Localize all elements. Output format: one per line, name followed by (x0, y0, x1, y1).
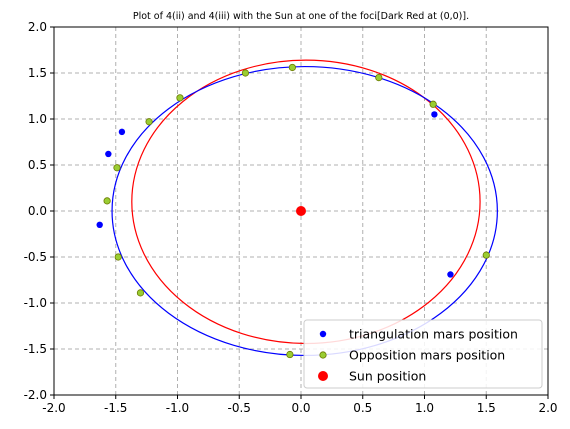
triangulation-point (447, 271, 454, 278)
triangulation-point (431, 111, 438, 118)
opposition-point (241, 69, 250, 77)
sun-point (296, 206, 306, 216)
opposition-point (103, 197, 111, 205)
opposition-point (136, 289, 145, 297)
x-tick-label: 1.5 (477, 401, 496, 415)
legend-label: Sun position (349, 369, 426, 384)
opposition-point (288, 63, 296, 72)
legend-box (303, 319, 543, 389)
opposition-point (114, 253, 122, 261)
y-tick-label: -1.0 (24, 296, 47, 310)
opposition-point (145, 118, 153, 126)
x-tick-label: -1.0 (166, 401, 189, 415)
triangulation-point (105, 150, 112, 158)
x-tick-label: -2.0 (42, 401, 65, 415)
y-tick-label: 0.5 (28, 158, 47, 172)
triangulation-point (96, 221, 103, 228)
x-tick-label: -0.5 (228, 401, 251, 415)
y-tick-label: -2.0 (24, 388, 47, 402)
legend: triangulation mars position Opposition ma… (303, 319, 543, 389)
legend-marker (319, 330, 327, 338)
x-tick-label: 2.0 (538, 401, 557, 415)
legend-label: Opposition mars position (349, 348, 505, 363)
opposition-point (286, 350, 294, 359)
y-tick-label: 1.0 (28, 112, 47, 126)
triangulation-point (118, 128, 126, 136)
y-tick-label: 0.0 (28, 204, 47, 218)
x-tick-label: 1.0 (415, 401, 434, 415)
x-axis: -2.0 -1.5 -1.0 -0.5 0.0 0.5 1.0 1.5 2.0 (42, 395, 558, 415)
x-tick-label: -1.5 (104, 401, 127, 415)
opposition-point (375, 74, 383, 82)
legend-marker (319, 351, 327, 359)
opposition-point (482, 251, 490, 259)
opposition-point (113, 164, 121, 172)
x-tick-label: 0.5 (353, 401, 372, 415)
legend-label: triangulation mars position (349, 327, 518, 342)
opposition-point (429, 100, 437, 108)
x-tick-label: 0.0 (291, 401, 310, 415)
data-points (96, 63, 490, 359)
y-tick-label: -0.5 (24, 250, 47, 264)
y-axis: -2.0 -1.5 -1.0 -0.5 0.0 0.5 1.0 1.5 2.0 (24, 20, 54, 402)
y-tick-label: 2.0 (28, 20, 47, 34)
opposition-point (176, 94, 184, 102)
y-tick-label: -1.5 (24, 342, 47, 356)
legend-marker (318, 371, 328, 381)
orbit-ellipse (131, 59, 481, 345)
y-tick-label: 1.5 (28, 66, 47, 80)
chart-title: Plot of 4(ii) and 4(iii) with the Sun at… (133, 11, 469, 22)
